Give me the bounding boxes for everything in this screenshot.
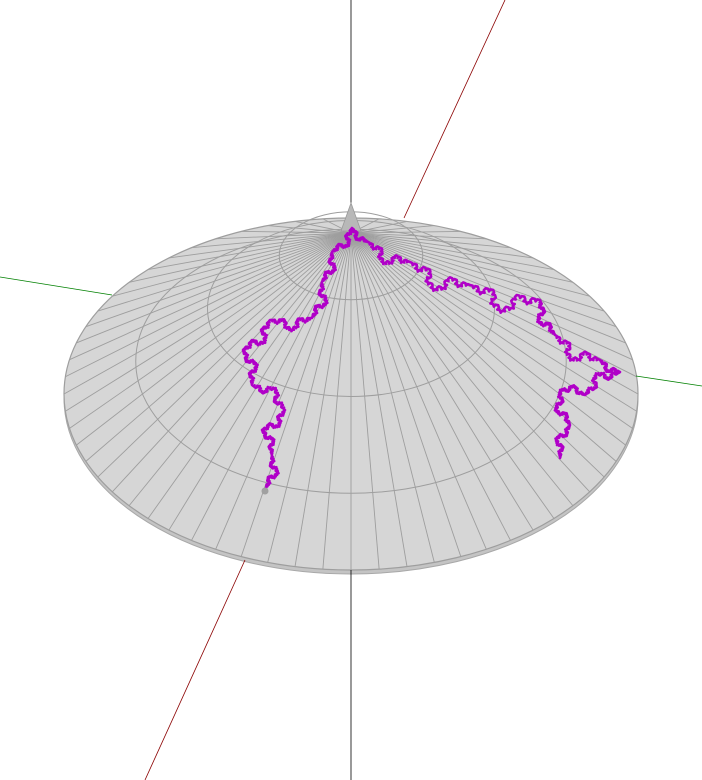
cone-radial xyxy=(65,232,352,412)
y-axis-right xyxy=(635,375,702,387)
cone-radial xyxy=(350,232,511,249)
cone-radial xyxy=(85,232,352,328)
axes-front xyxy=(144,375,702,780)
cone-radial xyxy=(350,225,435,234)
cone-radial xyxy=(215,232,352,550)
y-axis-left xyxy=(0,276,113,296)
cone-radial xyxy=(65,232,352,378)
curve-left-branch xyxy=(241,226,370,490)
cone-radial xyxy=(112,232,352,297)
curve-endpoint-marker xyxy=(261,487,269,495)
cone-radial xyxy=(350,232,487,550)
cone-radial xyxy=(350,232,534,259)
cone-radial xyxy=(240,232,352,557)
cone-radial xyxy=(322,232,352,570)
cone-radial xyxy=(147,232,352,270)
cone-radial xyxy=(85,232,352,462)
cone-radial xyxy=(128,232,352,506)
cone-radial xyxy=(241,230,352,234)
cone-radial xyxy=(350,232,573,283)
cone-radial xyxy=(350,232,511,541)
cone-radial xyxy=(69,232,352,429)
cone-radial xyxy=(69,232,352,361)
cone-radial xyxy=(350,232,617,328)
cone-radial xyxy=(267,232,352,563)
cone-radial xyxy=(97,232,352,478)
cone-radial xyxy=(350,230,461,234)
cone-radial xyxy=(350,232,534,531)
cone-radial xyxy=(294,232,352,567)
cone-radial xyxy=(350,232,487,240)
cone-surface xyxy=(63,201,639,575)
cone-radial xyxy=(350,232,590,493)
cone-radial xyxy=(76,232,352,446)
cone-radial xyxy=(350,232,637,412)
cone-apex xyxy=(340,201,362,232)
cone-radial xyxy=(129,232,352,283)
cone-radial xyxy=(350,232,617,462)
cone-radial xyxy=(350,232,555,270)
cone-radial xyxy=(350,232,435,563)
curve-right-branch xyxy=(366,240,622,460)
fractal-curve xyxy=(241,226,622,495)
cone-radial xyxy=(350,232,574,506)
cone-radial xyxy=(350,232,605,312)
cone-radial xyxy=(350,232,380,570)
cone-radial xyxy=(97,232,352,312)
cone-radial xyxy=(191,232,352,249)
cone-radial xyxy=(76,232,352,344)
cone-radial xyxy=(168,232,352,259)
x-axis-front xyxy=(144,559,246,780)
cone-radial xyxy=(112,232,352,493)
cone-radial xyxy=(350,232,633,361)
cone-radial xyxy=(267,225,352,234)
cone-radial xyxy=(350,232,626,446)
x-axis-back xyxy=(403,0,506,219)
cone-radial xyxy=(215,232,352,240)
cone-radial xyxy=(350,232,590,297)
cone-radial xyxy=(350,232,462,557)
axes-behind xyxy=(0,0,506,296)
cone-radial xyxy=(350,232,408,567)
cone-radial xyxy=(63,232,352,395)
cone-radial xyxy=(350,232,555,519)
